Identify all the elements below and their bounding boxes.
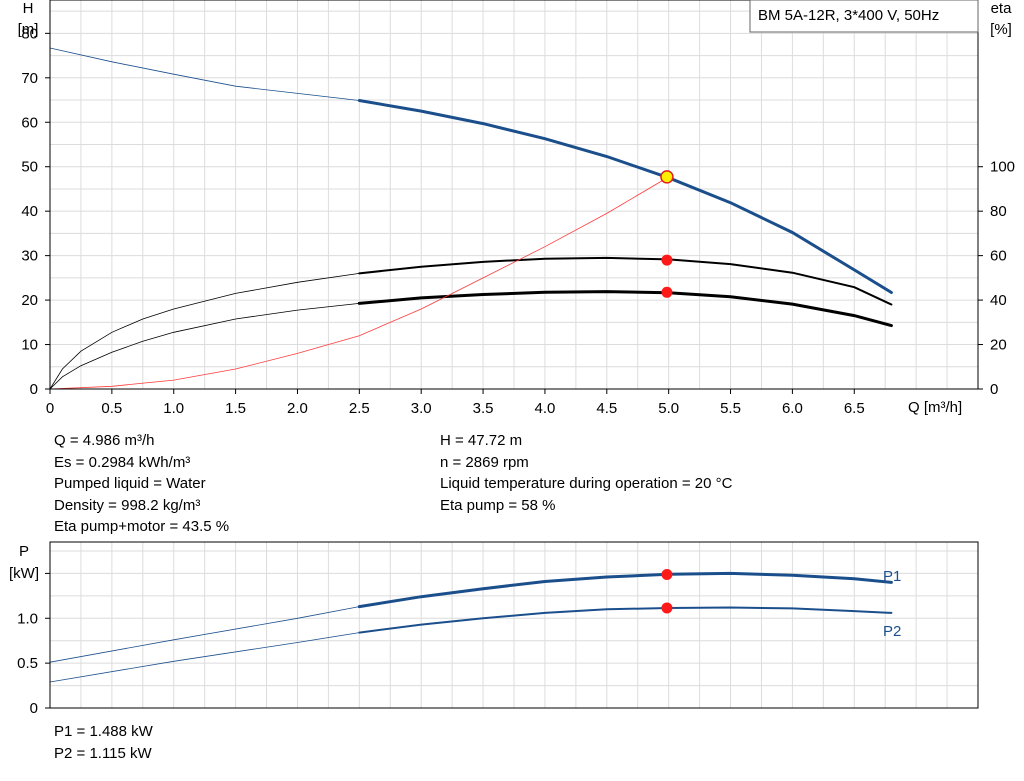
duty-point-eta [661,254,673,266]
head-value: H = 47.72 m [440,432,523,449]
chart-title: BM 5A-12R, 3*400 V, 50Hz [758,7,939,24]
y-right-tick-label: 0 [990,381,998,398]
power-chart-tick-labels: 0 0.5 1.0 [17,572,50,717]
x-tick-label: 3.5 [473,400,494,417]
power-chart-frame [49,541,979,709]
y-right-tick-label: 80 [990,203,1007,220]
y-left-tick-label: 10 [21,337,38,354]
y-left-tick-label: 30 [21,248,38,265]
y-right-tick-label: 60 [990,248,1007,265]
series-line-H-extrapolated [49,47,360,101]
p1-value: P1 = 1.488 kW [54,723,153,740]
series-line-eta-pump-extrapolated [49,273,360,390]
top-chart-frame [49,0,979,390]
eta-axis-label: eta [991,0,1013,17]
flow-value: Q = 4.986 m³/h [54,432,155,449]
specific-energy-value: Es = 0.2984 kWh/m³ [54,453,191,471]
power-chart-curves [49,571,893,683]
power-chart-grid [50,542,978,708]
series-line-system-curve [49,176,669,390]
top-chart-duty-points [660,170,674,298]
q-axis-label: Q [m³/h] [908,399,962,416]
x-tick-label: 4.5 [596,400,617,417]
series-line-P2 [358,606,893,634]
y-right-tick-label: 40 [990,292,1007,309]
liquid-temperature-value: Liquid temperature during operation = 20… [440,475,733,492]
h-axis-unit: [m] [18,21,39,38]
duty-point-head [660,170,674,184]
eta-axis-unit: [%] [990,21,1012,38]
chart-title-box [749,0,979,33]
p-axis-unit: [kW] [9,565,39,582]
x-tick-label: 1.5 [225,400,246,417]
series-line-P1 [357,571,893,609]
eta-pump-motor-value: Eta pump+motor = 43.5 % [54,518,230,535]
duty-point-power [661,568,673,580]
x-tick-label: 2.0 [287,400,308,417]
y-left-tick-label: 0 [30,381,38,398]
x-tick-label: 5.5 [720,400,741,417]
series-line-P2-extrapolated [49,632,360,683]
density-value: Density = 998.2 kg/m³ [54,496,201,514]
x-tick-label: 0.5 [101,400,122,417]
y-left-tick-label: 80 [21,25,38,42]
p1-series-label: P1 [883,568,901,585]
h-axis-label: H [23,0,34,17]
y-right-tick-label: 100 [990,159,1015,176]
series-line-H [357,99,893,294]
top-chart-grid [50,0,978,389]
power-info: P1 = 1.488 kW P2 = 1.115 kW [54,721,153,764]
top-chart-curves [49,47,893,390]
p2-value: P2 = 1.115 kW [54,744,152,762]
eta-pump-value: Eta pump = 58 % [440,496,556,514]
x-tick-label: 3.0 [411,400,432,417]
x-tick-label: 1.0 [163,400,184,417]
y-right-tick-label: 20 [990,337,1007,354]
duty-info-right: H = 47.72 m n = 2869 rpm Liquid temperat… [440,430,732,516]
y-left-tick-label: 20 [21,292,38,309]
y-left-tick-label: 60 [21,114,38,131]
y-left-tick-label: 70 [21,70,38,87]
x-tick-label: 4.0 [535,400,556,417]
x-tick-label: 0 [46,400,54,417]
p-tick-label: 0.5 [17,655,38,672]
series-line-eta-pump-motor-extrapolated [49,303,360,390]
x-tick-label: 6.5 [844,400,865,417]
top-chart-tick-labels: 0 0.5 1.0 1.5 2.0 2.5 3.0 3.5 4.0 4.5 5.0 5.5 6.0 6.5… [21,25,1015,417]
series-line-eta-pump-motor [357,290,893,328]
series-line-P1-extrapolated [49,606,360,663]
power-chart-duty-points [661,568,673,614]
duty-point-power [661,602,673,614]
duty-point-eta [661,286,673,298]
series-line-eta-pump [358,256,893,306]
p-tick-label: 1.0 [17,610,38,627]
y-left-tick-label: 50 [21,159,38,176]
pumped-liquid-value: Pumped liquid = Water [54,475,206,492]
x-tick-label: 6.0 [782,400,803,417]
x-tick-label: 2.5 [349,400,370,417]
p-axis-label: P [19,543,29,560]
x-tick-label: 5.0 [658,400,679,417]
y-left-tick-label: 40 [21,203,38,220]
speed-value: n = 2869 rpm [440,453,529,471]
duty-info-left: Q = 4.986 m³/h Es = 0.2984 kWh/m³ Pumped… [54,430,229,538]
p2-series-label: P2 [883,623,901,640]
p-tick-label: 0 [30,700,38,717]
